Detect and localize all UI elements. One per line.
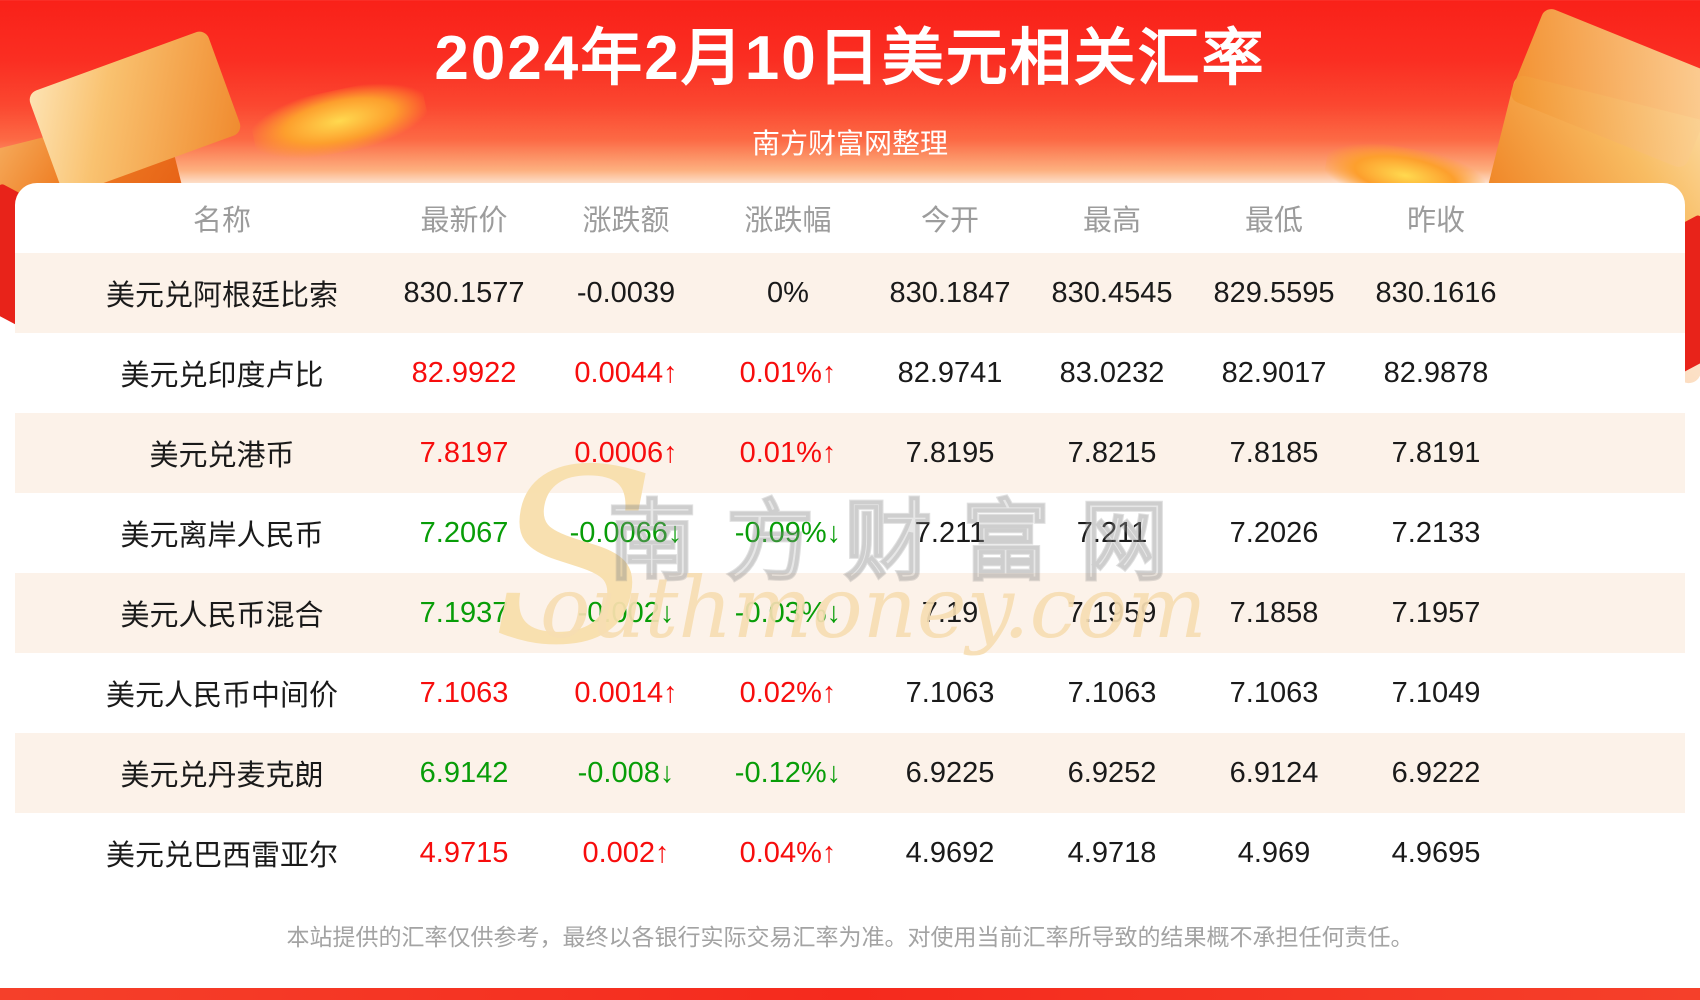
open-price: 7.8195 bbox=[905, 436, 995, 469]
high-price: 7.8215 bbox=[1067, 436, 1157, 469]
open-price: 7.211 bbox=[914, 516, 986, 549]
open-price: 7.19 bbox=[921, 596, 979, 629]
pair-name: 美元兑阿根廷比索 bbox=[105, 280, 338, 312]
pair-name: 美元兑丹麦克朗 bbox=[120, 760, 324, 792]
table-row: 美元兑阿根廷比索 830.1577 -0.0039 0% 830.1847 83… bbox=[15, 253, 1685, 333]
high-price: 83.0232 bbox=[1059, 356, 1165, 389]
column-header-prev-close: 昨收 bbox=[1406, 205, 1465, 237]
change-percent: -0.03%↓ bbox=[734, 596, 842, 629]
low-price: 4.969 bbox=[1237, 836, 1311, 869]
prev-close-price: 82.9878 bbox=[1383, 356, 1489, 389]
latest-price: 7.8197 bbox=[419, 436, 509, 469]
disclaimer-text: 本站提供的汇率仅供参考，最终以各银行实际交易汇率为准。对使用当前汇率所导致的结果… bbox=[286, 924, 1414, 950]
change-percent: -0.09%↓ bbox=[734, 516, 842, 549]
latest-price: 830.1577 bbox=[403, 276, 525, 309]
low-price: 7.2026 bbox=[1229, 516, 1319, 549]
column-header-low: 最低 bbox=[1244, 205, 1303, 237]
change-amount: -0.0039 bbox=[576, 276, 676, 309]
change-percent: 0% bbox=[767, 276, 809, 309]
pair-name: 美元离岸人民币 bbox=[120, 520, 324, 552]
open-price: 830.1847 bbox=[889, 276, 1011, 309]
table-row: 美元人民币中间价 7.1063 0.0014↑ 0.02%↑ 7.1063 7.… bbox=[15, 653, 1685, 733]
high-price: 7.1063 bbox=[1067, 676, 1157, 709]
latest-price: 6.9142 bbox=[419, 756, 509, 789]
latest-price: 7.2067 bbox=[419, 516, 509, 549]
column-header-high: 最高 bbox=[1082, 205, 1141, 237]
high-price: 830.4545 bbox=[1051, 276, 1173, 309]
change-percent: 0.01%↑ bbox=[739, 436, 837, 469]
pair-name: 美元人民币中间价 bbox=[105, 680, 338, 712]
prev-close-price: 7.2133 bbox=[1391, 516, 1481, 549]
high-price: 7.1959 bbox=[1067, 596, 1157, 629]
pair-name: 美元兑巴西雷亚尔 bbox=[105, 840, 338, 872]
page-subtitle: 南方财富网整理 bbox=[751, 128, 948, 159]
column-header-latest: 最新价 bbox=[420, 205, 508, 237]
column-header-change-pct: 涨跌幅 bbox=[744, 205, 832, 237]
change-percent: 0.04%↑ bbox=[739, 836, 837, 869]
latest-price: 82.9922 bbox=[411, 356, 517, 389]
page-title: 2024年2月10日美元相关汇率 bbox=[434, 24, 1266, 93]
table-row: 美元人民币混合 7.1937 -0.002↓ -0.03%↓ 7.19 7.19… bbox=[15, 573, 1685, 653]
low-price: 82.9017 bbox=[1221, 356, 1327, 389]
table-row: 美元兑印度卢比 82.9922 0.0044↑ 0.01%↑ 82.9741 8… bbox=[15, 333, 1685, 413]
table-header-row: 名称 最新价 涨跌额 涨跌幅 今开 最高 最低 昨收 bbox=[15, 183, 1685, 253]
change-percent: 0.02%↑ bbox=[739, 676, 837, 709]
column-header-change: 涨跌额 bbox=[582, 205, 670, 237]
high-price: 7.211 bbox=[1076, 516, 1148, 549]
table-row: 美元离岸人民币 7.2067 -0.0066↓ -0.09%↓ 7.211 7.… bbox=[15, 493, 1685, 573]
prev-close-price: 830.1616 bbox=[1375, 276, 1497, 309]
table-row: 美元兑巴西雷亚尔 4.9715 0.002↑ 0.04%↑ 4.9692 4.9… bbox=[15, 813, 1685, 893]
pair-name: 美元人民币混合 bbox=[120, 600, 324, 632]
latest-price: 4.9715 bbox=[419, 836, 509, 869]
open-price: 4.9692 bbox=[905, 836, 995, 869]
low-price: 829.5595 bbox=[1213, 276, 1335, 309]
pair-name: 美元兑印度卢比 bbox=[120, 360, 324, 392]
high-price: 6.9252 bbox=[1067, 756, 1157, 789]
prev-close-price: 7.1049 bbox=[1391, 676, 1481, 709]
latest-price: 7.1063 bbox=[419, 676, 509, 709]
change-percent: 0.01%↑ bbox=[739, 356, 837, 389]
open-price: 82.9741 bbox=[897, 356, 1003, 389]
table-row: 美元兑丹麦克朗 6.9142 -0.008↓ -0.12%↓ 6.9225 6.… bbox=[15, 733, 1685, 813]
prev-close-price: 4.9695 bbox=[1391, 836, 1481, 869]
column-header-open: 今开 bbox=[920, 205, 979, 237]
prev-close-price: 6.9222 bbox=[1391, 756, 1481, 789]
open-price: 6.9225 bbox=[905, 756, 995, 789]
table-row: 美元兑港币 7.8197 0.0006↑ 0.01%↑ 7.8195 7.821… bbox=[15, 413, 1685, 493]
high-price: 4.9718 bbox=[1067, 836, 1157, 869]
change-amount: 0.0014↑ bbox=[574, 676, 678, 709]
change-amount: 0.0044↑ bbox=[574, 356, 678, 389]
low-price: 7.8185 bbox=[1229, 436, 1319, 469]
latest-price: 7.1937 bbox=[419, 596, 509, 629]
open-price: 7.1063 bbox=[905, 676, 995, 709]
change-amount: -0.0066↓ bbox=[569, 516, 683, 549]
table-body: 美元兑阿根廷比索 830.1577 -0.0039 0% 830.1847 83… bbox=[15, 253, 1685, 893]
change-amount: 0.0006↑ bbox=[574, 436, 678, 469]
column-header-name: 名称 bbox=[192, 205, 251, 237]
change-percent: -0.12%↓ bbox=[734, 756, 842, 789]
prev-close-price: 7.8191 bbox=[1391, 436, 1481, 469]
bottom-red-bar bbox=[0, 988, 1700, 1000]
prev-close-price: 7.1957 bbox=[1391, 596, 1481, 629]
pair-name: 美元兑港币 bbox=[149, 440, 295, 472]
change-amount: -0.008↓ bbox=[577, 756, 675, 789]
low-price: 6.9124 bbox=[1229, 756, 1319, 789]
low-price: 7.1063 bbox=[1229, 676, 1319, 709]
change-amount: 0.002↑ bbox=[582, 836, 670, 869]
exchange-rate-table: 名称 最新价 涨跌额 涨跌幅 今开 最高 最低 昨收 美元兑阿根廷比索 830.… bbox=[15, 183, 1685, 893]
low-price: 7.1858 bbox=[1229, 596, 1319, 629]
change-amount: -0.002↓ bbox=[577, 596, 675, 629]
